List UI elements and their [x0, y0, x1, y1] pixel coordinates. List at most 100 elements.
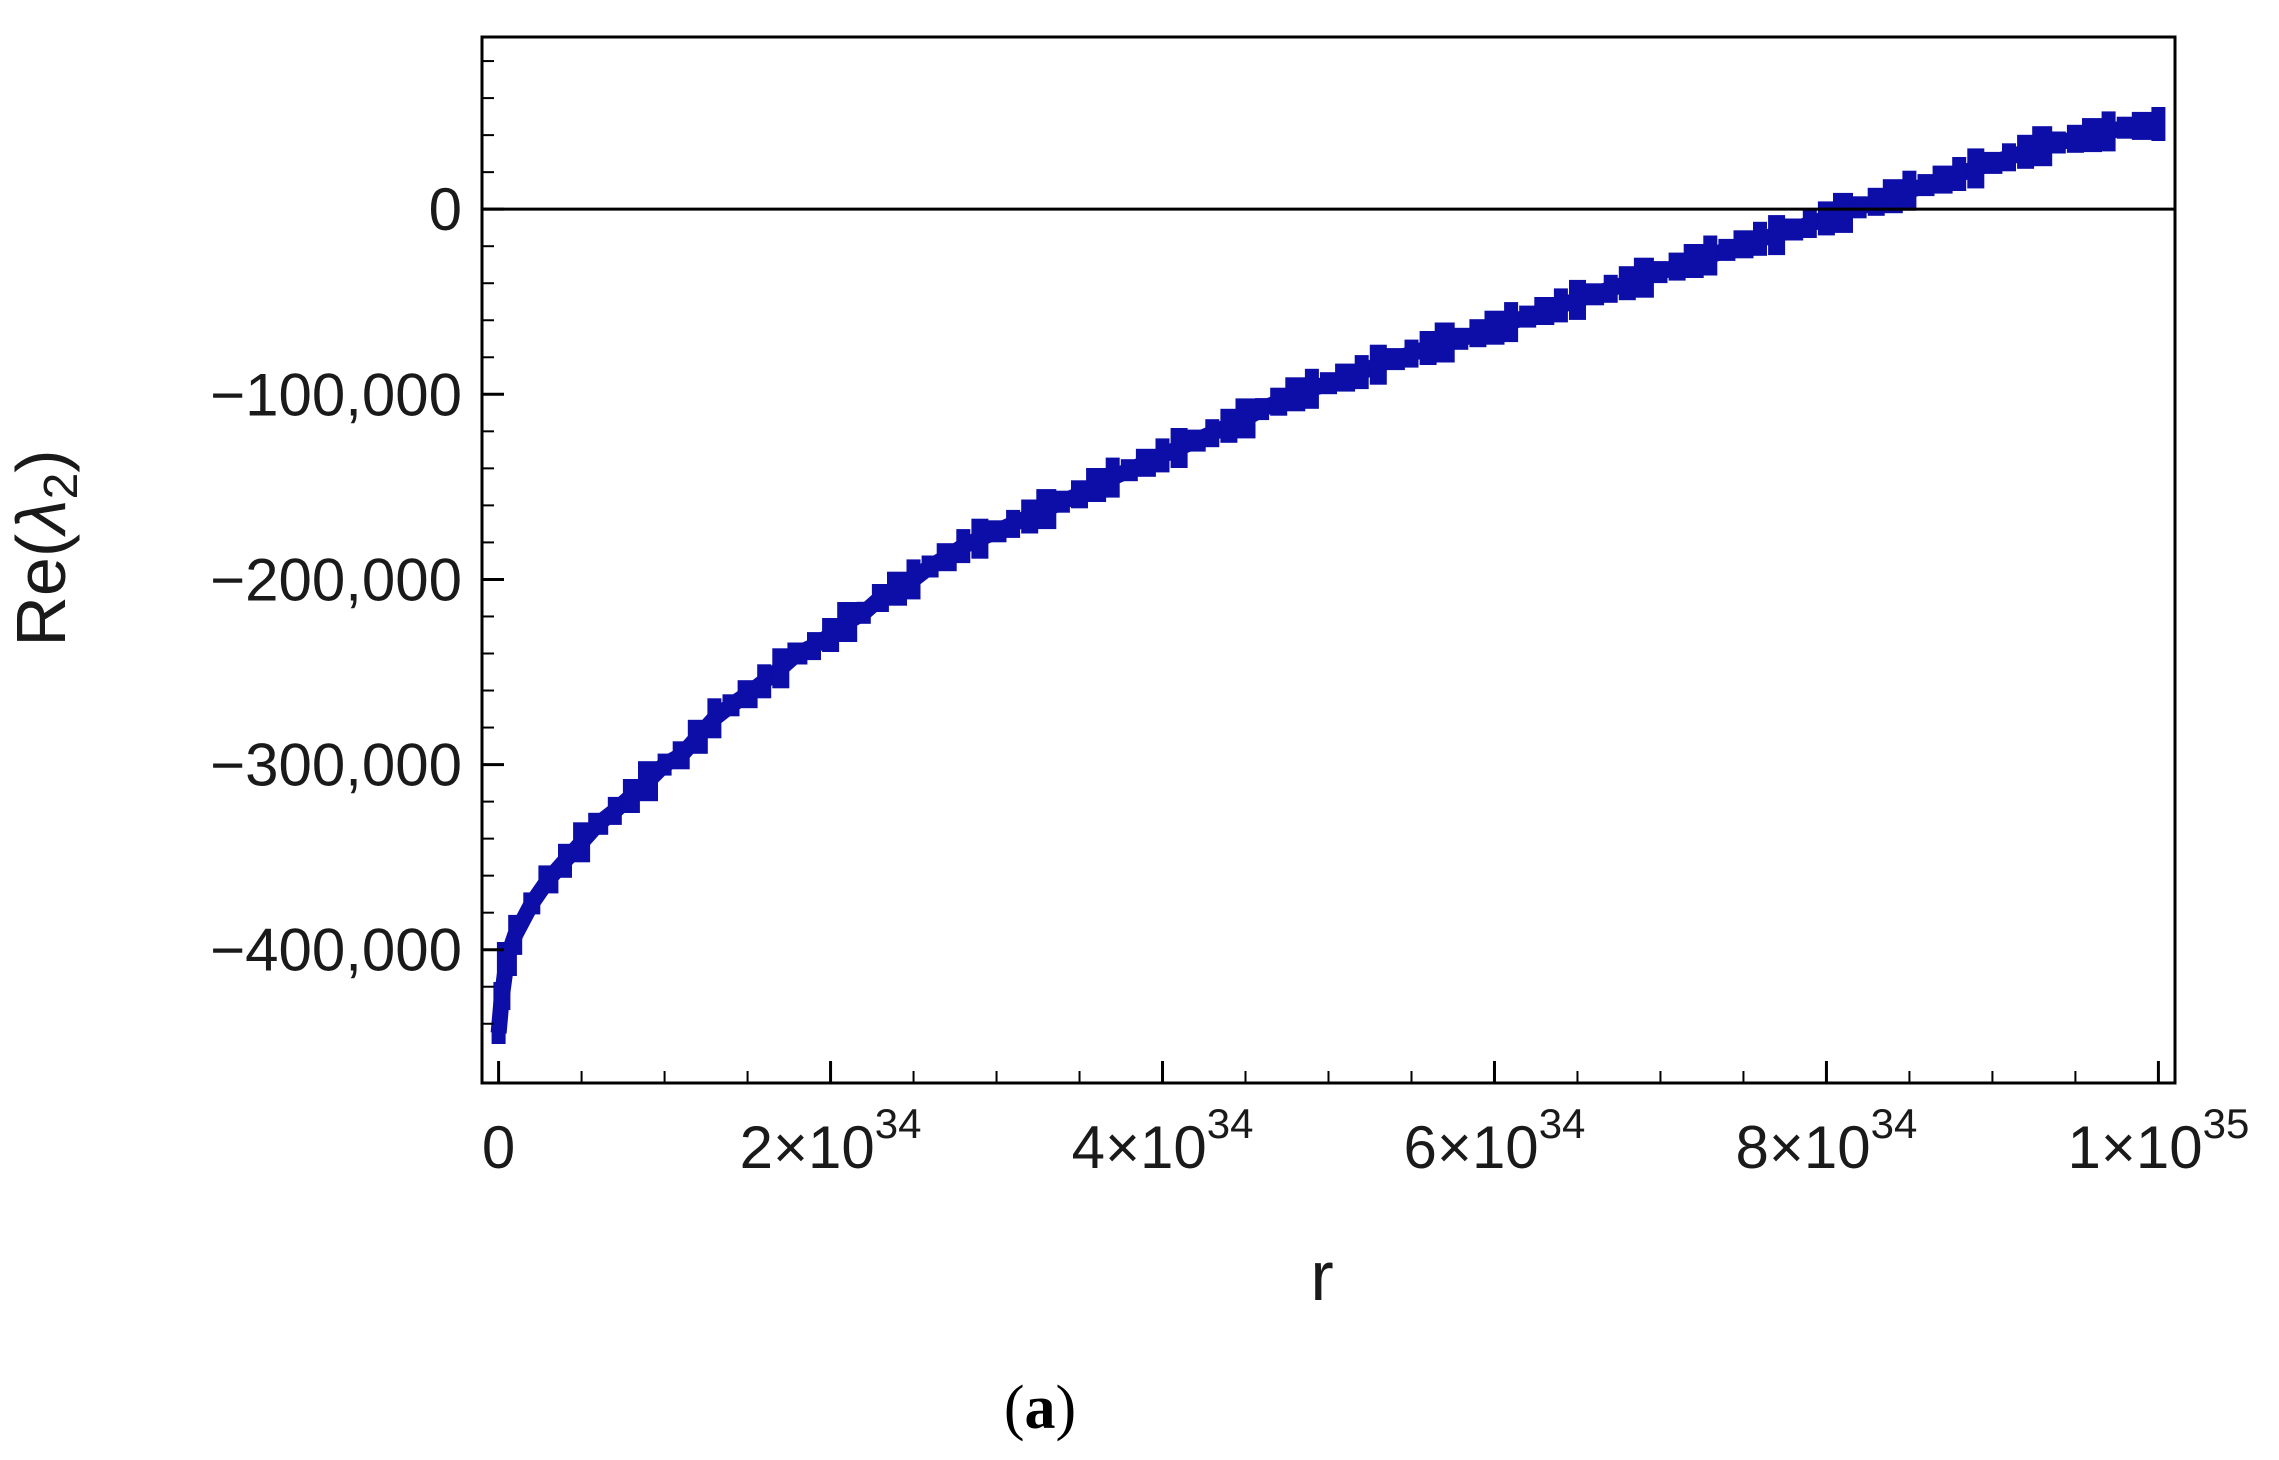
y-axis-label-suffix: ) — [2, 449, 80, 472]
x-tick-exponent: 34 — [1207, 1100, 1254, 1147]
x-axis-label: r — [1310, 1237, 1333, 1315]
data-point — [1120, 459, 1138, 482]
data-point — [1320, 372, 1337, 395]
data-point — [1235, 398, 1256, 439]
figure-caption: (a) — [1004, 1374, 1076, 1442]
data-point — [523, 892, 541, 915]
data-point — [722, 694, 740, 717]
data-point — [2002, 143, 2016, 172]
caption-close: ) — [1056, 1374, 1077, 1442]
data-point — [2017, 134, 2035, 169]
x-tick-label: 4×1034 — [1072, 1100, 1254, 1181]
data-point — [906, 559, 921, 600]
data-point — [1783, 218, 1804, 241]
data-point — [921, 555, 939, 578]
data-point — [871, 584, 889, 612]
data-point — [986, 520, 1007, 543]
data-point — [807, 632, 821, 661]
x-tick-exponent: 35 — [2203, 1100, 2250, 1147]
data-point — [1454, 327, 1469, 350]
x-tick-exponent: 34 — [875, 1100, 922, 1147]
data-point — [672, 741, 690, 770]
data-point — [1867, 187, 1885, 216]
x-tick-label: 1×1035 — [2067, 1100, 2249, 1181]
x-tick-mantissa: 1×10 — [2067, 1114, 2202, 1181]
data-point — [1021, 499, 1039, 534]
data-point — [1668, 252, 1686, 281]
data-point — [1220, 408, 1238, 443]
data-point — [1105, 457, 1120, 498]
data-point — [1902, 170, 1917, 211]
data-point — [657, 753, 672, 776]
x-tick-exponent: 34 — [1539, 1100, 1586, 1147]
data-point — [1270, 387, 1288, 416]
data-point — [558, 843, 572, 878]
data-point — [588, 812, 609, 835]
data-point — [1434, 322, 1455, 363]
data-point — [1633, 257, 1654, 298]
data-point — [1504, 302, 1519, 343]
data-point — [1584, 283, 1605, 306]
x-tick-mantissa: 6×10 — [1404, 1114, 1539, 1181]
data-point — [1603, 274, 1618, 303]
data-point — [1170, 428, 1188, 468]
data-point — [2116, 116, 2134, 139]
data-point — [1369, 344, 1387, 385]
y-axis-tick-labels: 0 −100,000 −200,000 −300,000 −400,000 — [210, 176, 462, 984]
data-point — [2051, 131, 2066, 154]
x-tick-mantissa: 0 — [482, 1114, 515, 1181]
y-tick-label: 0 — [429, 176, 462, 243]
y-axis-label-subscript: 2 — [35, 473, 88, 500]
data-point — [1753, 221, 1767, 256]
data-point — [956, 529, 971, 564]
data-point — [887, 571, 907, 606]
plot-marks — [490, 107, 2166, 1044]
data-point — [1155, 438, 1170, 473]
data-point — [1354, 355, 1369, 390]
data-point — [1553, 288, 1568, 323]
data-point — [772, 648, 790, 689]
x-tick-label: 8×1034 — [1736, 1100, 1918, 1181]
y-tick-label: −200,000 — [210, 546, 462, 613]
data-point — [508, 914, 523, 955]
y-axis-label-symbol: λ — [2, 499, 80, 537]
data-point — [1055, 490, 1070, 513]
y-tick-label: −100,000 — [210, 361, 462, 428]
x-tick-label: 6×1034 — [1404, 1100, 1586, 1181]
data-point — [1967, 148, 1985, 189]
data-point — [1917, 174, 1935, 197]
data-point — [622, 779, 640, 813]
data-point — [1768, 215, 1786, 256]
y-tick-label: −300,000 — [210, 732, 462, 799]
data-point — [1882, 179, 1903, 214]
data-point — [1703, 235, 1718, 276]
data-point — [2101, 111, 2116, 152]
data-point — [687, 719, 708, 754]
data-point — [837, 602, 858, 642]
data-point — [538, 865, 559, 894]
data-point — [2131, 111, 2152, 140]
data-point — [1006, 509, 1021, 538]
data-point — [1569, 279, 1586, 320]
data-point — [737, 680, 758, 709]
caption-open: ( — [1004, 1374, 1025, 1442]
data-point — [1419, 331, 1437, 365]
x-tick-label: 2×1034 — [740, 1100, 922, 1181]
data-point — [1952, 157, 1967, 191]
data-point — [1982, 151, 2003, 174]
data-point — [2151, 107, 2166, 141]
x-tick-mantissa: 8×10 — [1736, 1114, 1871, 1181]
data-point — [1802, 210, 1817, 238]
data-point — [1185, 429, 1206, 452]
data-point — [757, 664, 772, 699]
data-point — [2082, 118, 2102, 153]
data-point — [971, 518, 989, 559]
x-axis-ticks — [497, 1061, 2160, 1083]
data-point — [787, 642, 808, 665]
x-tick-mantissa: 2×10 — [740, 1114, 875, 1181]
data-point — [1817, 201, 1835, 236]
y-tick-label: −400,000 — [210, 917, 462, 984]
data-point — [936, 543, 957, 572]
series-line — [490, 116, 2160, 1034]
